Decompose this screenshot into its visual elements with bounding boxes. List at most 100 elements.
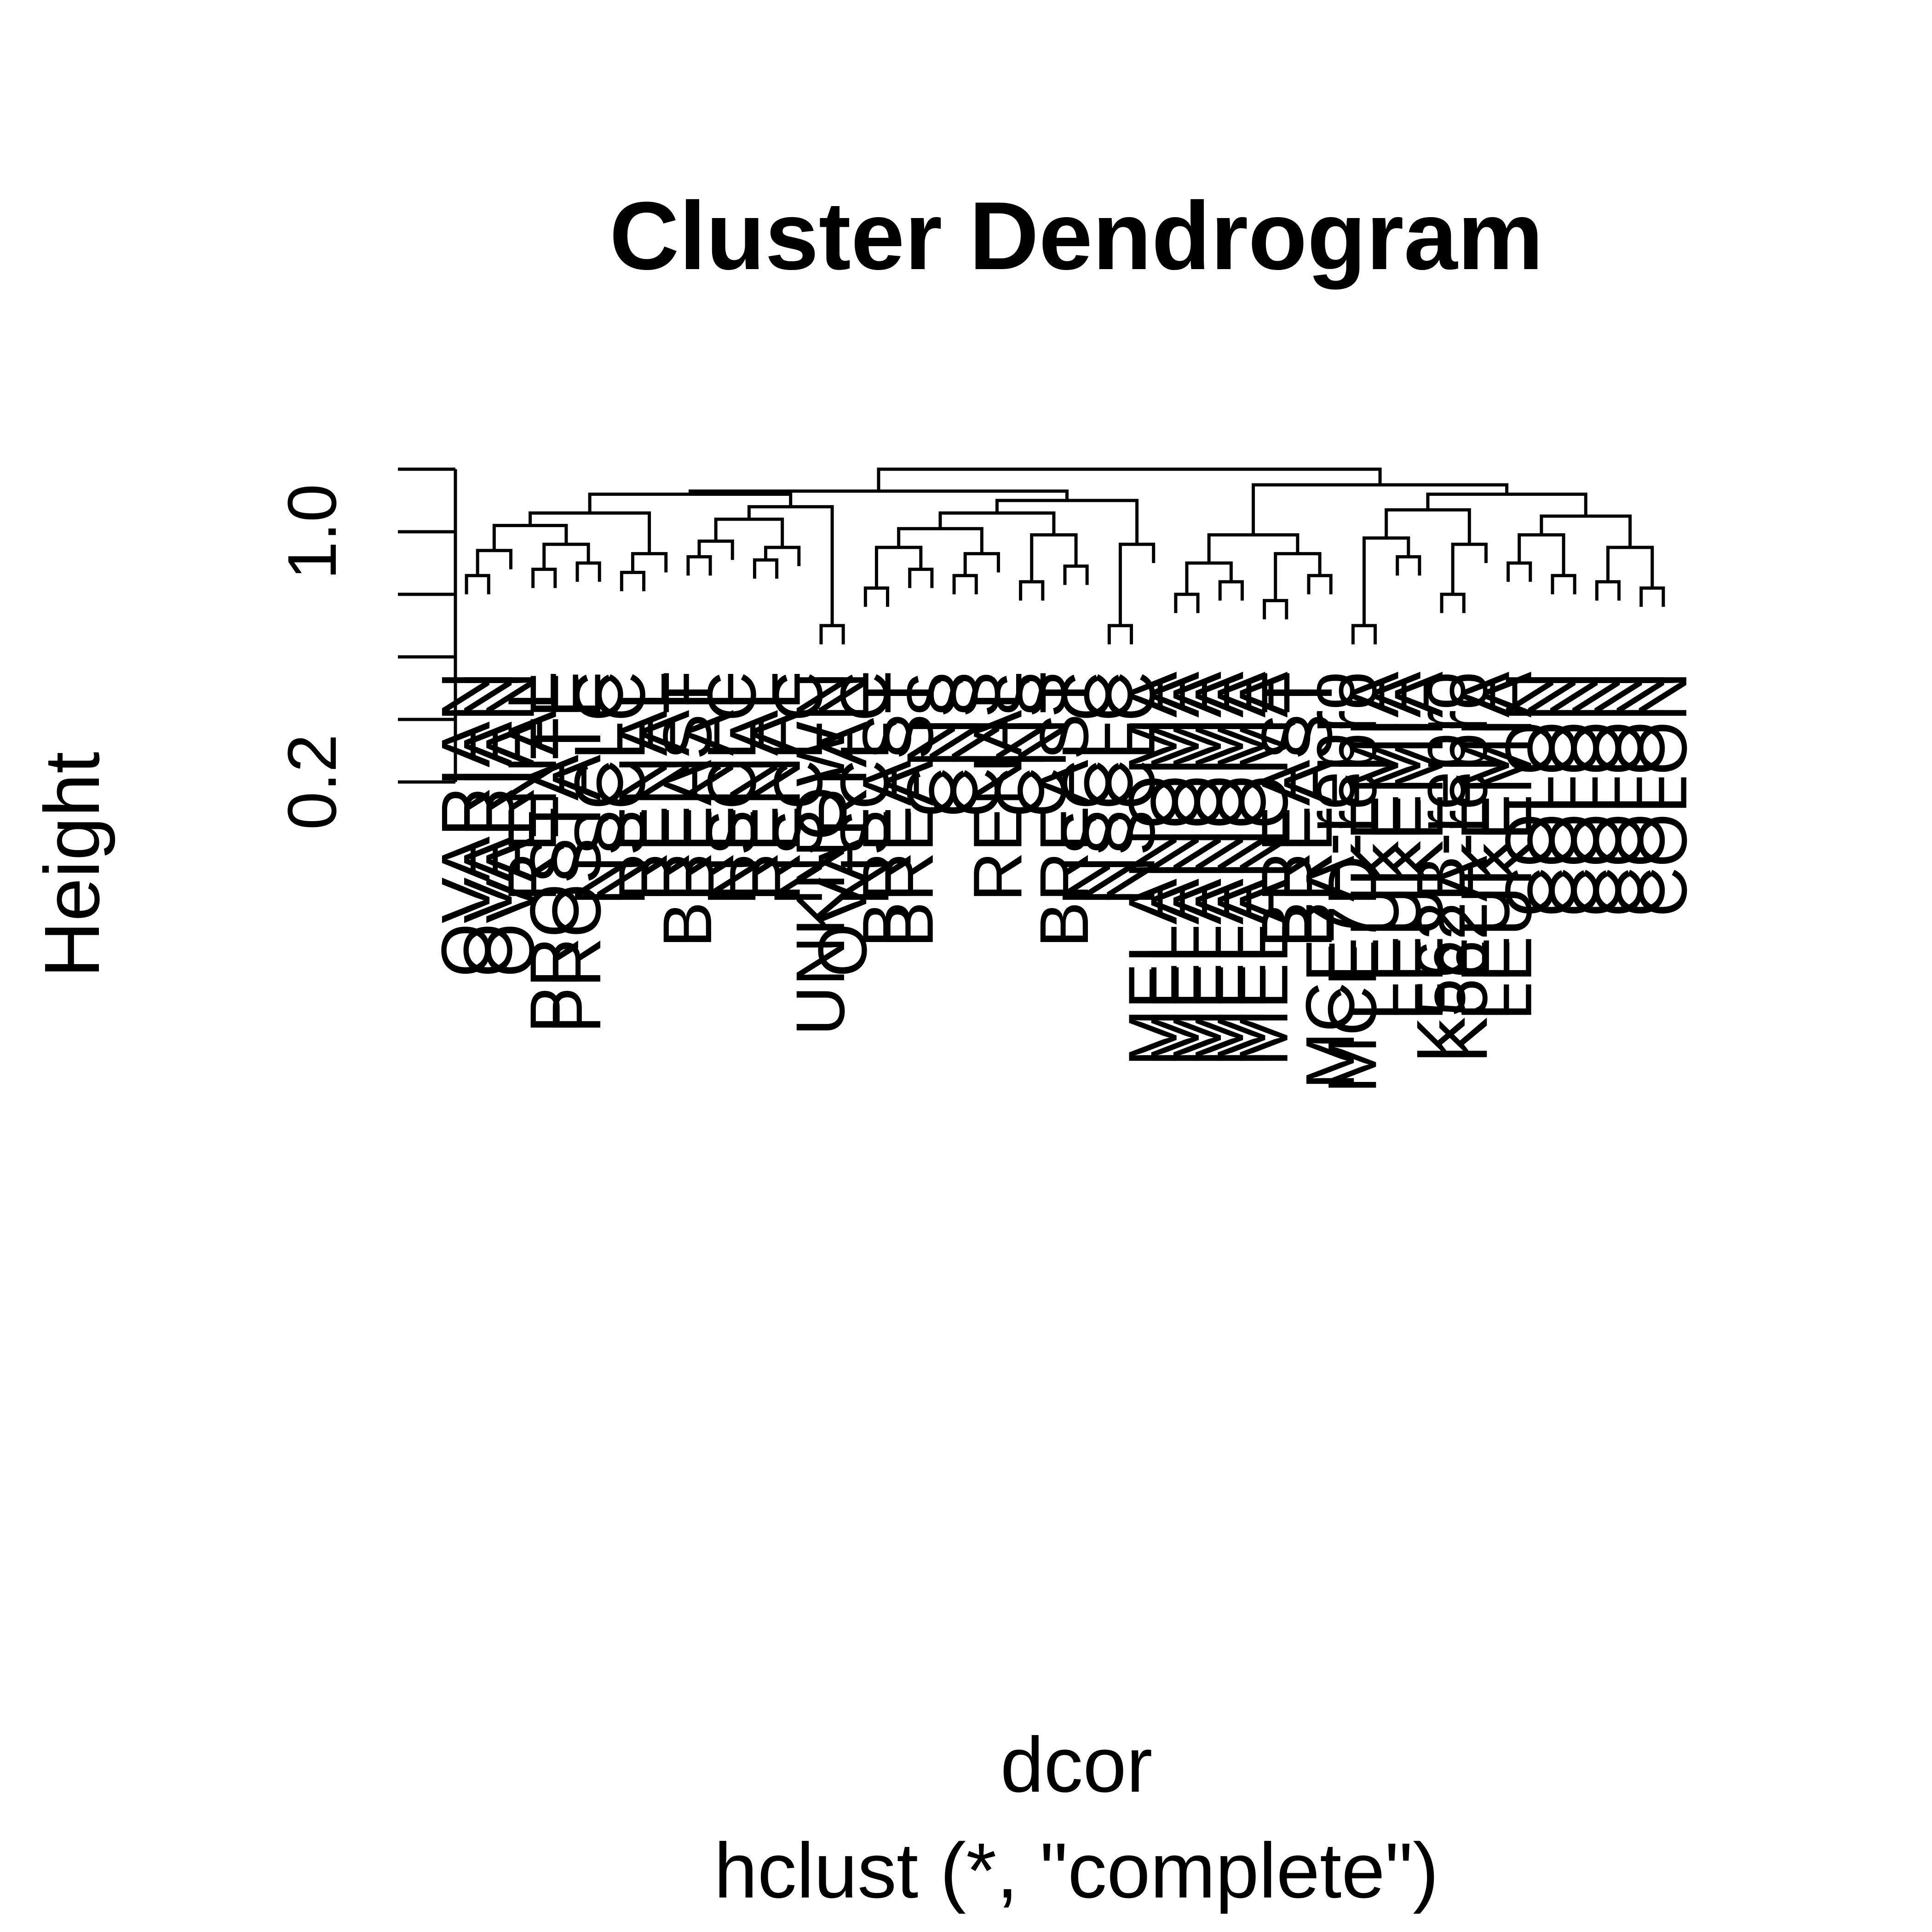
dendrogram-branch xyxy=(1307,574,1333,594)
dendrogram-branch xyxy=(1351,624,1377,644)
dendrogram-branch xyxy=(1518,533,1565,576)
dendrogram-branch xyxy=(588,492,793,513)
leaf-label: RENAL xyxy=(715,672,792,902)
dendrogram-branch xyxy=(1118,542,1156,626)
leaf-label: MELANOMA xyxy=(1202,672,1280,1066)
dendrogram-branch xyxy=(1595,580,1621,601)
dendrogram-branch xyxy=(1063,564,1089,585)
y-axis: 0.2 1.0 xyxy=(273,467,457,830)
dendrogram-branch xyxy=(1274,552,1322,601)
dendrogram-branch xyxy=(1606,546,1654,588)
dendrogram-branch xyxy=(476,549,512,576)
leaf-label: BREAST xyxy=(1247,672,1324,948)
dendrogram-branch xyxy=(620,570,646,592)
leaf-label: NSCLC xyxy=(759,672,837,905)
dendrogram-branch xyxy=(1185,561,1233,594)
leaf-label: RENAL xyxy=(737,672,815,902)
leaf-label: MELANOMA xyxy=(1158,672,1236,1066)
dendrogram-branch xyxy=(492,523,568,551)
leaf-label: COLON xyxy=(1580,672,1657,917)
leaf-label: BREAST xyxy=(848,672,926,948)
dendrogram-branch xyxy=(995,499,1139,545)
dendrogram-branch xyxy=(575,561,601,582)
dendrogram-branch xyxy=(753,558,779,579)
dendrogram-branch xyxy=(874,546,923,588)
dendrogram-branch xyxy=(686,555,712,576)
leaf-label: UNKNOWN xyxy=(782,672,859,1036)
leaf-label: MCF7D-repro xyxy=(1313,672,1391,1093)
dendrogram-branch xyxy=(1540,514,1632,547)
dendrogram-branch xyxy=(1506,561,1532,582)
leaf-label: RENAL xyxy=(959,672,1036,902)
leaf-label: CNS xyxy=(914,672,992,817)
leaf-label: COLON xyxy=(1624,672,1701,917)
leaf-label: LEUKEMIA xyxy=(1469,672,1546,1021)
y-tick-label: 0.2 xyxy=(273,734,351,830)
y-axis-label: Height xyxy=(29,752,116,978)
leaf-label: MCF7A-repro xyxy=(1291,672,1368,1090)
dendrogram-branch xyxy=(1030,533,1078,582)
dendrogram-tree xyxy=(465,467,1665,644)
leaf-label: CNS xyxy=(981,672,1058,817)
dendrogram-branch xyxy=(531,568,557,588)
leaf-label: PROSTATE xyxy=(538,672,615,1033)
leaf-label: NSCLC xyxy=(1047,672,1125,905)
leaf-label: NSCLC xyxy=(582,672,659,905)
dendrogram-branch xyxy=(1639,586,1665,607)
leaf-label: PROSTATE xyxy=(516,672,593,1033)
leaf-label: BREAST xyxy=(649,672,726,948)
leaf-label: NSCLC xyxy=(1092,672,1169,905)
leaf-label: BREAST xyxy=(1269,672,1346,948)
leaf-labels: OVARIANOVARIANOVARIANRENALPROSTATEPROSTA… xyxy=(427,672,1701,1093)
dendrogram-branch xyxy=(938,511,1056,535)
leaf-label: COLON xyxy=(1513,672,1590,917)
dendrogram-branch xyxy=(714,518,784,547)
dendrogram-branch xyxy=(908,568,934,588)
dendrogram-branch xyxy=(1252,483,1509,535)
leaf-label: MELANOMA xyxy=(1180,672,1258,1066)
y-tick-label: 1.0 xyxy=(273,484,351,580)
dendrogram-branch xyxy=(1385,508,1471,545)
leaf-label: CNS xyxy=(892,672,970,817)
dendrogram-branch xyxy=(952,574,978,594)
dendrogram-branch xyxy=(465,574,490,594)
leaf-label: RENAL xyxy=(671,672,748,902)
dendrogram-branch xyxy=(1440,592,1466,613)
dendrogram-branch xyxy=(1107,624,1133,644)
leaf-label: RENAL xyxy=(494,672,571,902)
dendrogram-branch xyxy=(1218,580,1244,601)
leaf-label: LEUKEMIA xyxy=(1380,672,1457,1021)
leaf-label: MELANOMA xyxy=(1114,672,1191,1066)
dendrogram-branch xyxy=(764,546,801,566)
leaf-label: LEUKEMIA xyxy=(1446,672,1524,1021)
leaf-label: RENAL xyxy=(627,672,704,902)
leaf-label: OVARIAN xyxy=(427,672,504,977)
dendrogram-branch xyxy=(819,624,845,644)
dendrogram-branch xyxy=(1451,542,1488,594)
dendrogram-branch xyxy=(1362,536,1410,626)
dendrogram-branch xyxy=(1174,592,1200,613)
dendrogram-branch xyxy=(863,586,890,607)
dendrogram-branch xyxy=(1551,574,1576,594)
leaf-label: NSCLC xyxy=(560,672,637,905)
dendrogram-branch xyxy=(1263,599,1288,620)
leaf-label: K562B-repro xyxy=(1402,672,1479,1063)
leaf-label: CNS xyxy=(937,672,1014,817)
dendrogram-branch xyxy=(1019,580,1045,601)
leaf-label: OVARIAN xyxy=(471,672,548,977)
leaf-label: BREAST xyxy=(870,672,948,948)
leaf-label: NSCLC xyxy=(693,672,770,905)
leaf-label: LEUKEMIA xyxy=(1358,672,1435,1021)
dendrogram-branch xyxy=(697,539,734,560)
leaf-label: NSCLC xyxy=(1070,672,1147,905)
leaf-label: BREAST xyxy=(1025,672,1103,948)
dendrogram-branch xyxy=(1426,492,1587,516)
leaf-label: COLON xyxy=(1557,672,1634,917)
leaf-label: CNS xyxy=(1003,672,1081,817)
leaf-label: COLON xyxy=(1535,672,1612,917)
dendrogram-branch xyxy=(631,552,668,573)
dendrogram-branch xyxy=(963,552,1000,576)
dendrogram-branch xyxy=(542,542,590,569)
dendrogram-branch xyxy=(1396,555,1421,576)
leaf-label: COLON xyxy=(1602,672,1679,917)
